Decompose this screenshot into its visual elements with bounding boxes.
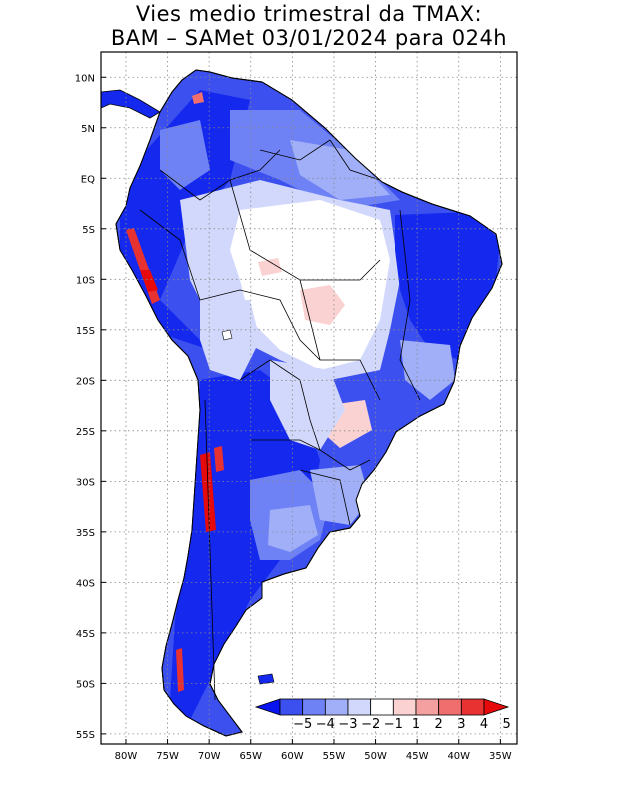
lat-label: 40S: [76, 578, 95, 589]
lat-label: 20S: [76, 376, 95, 387]
lon-label: 50W: [364, 751, 387, 762]
lon-label: 60W: [281, 751, 304, 762]
lon-label: 80W: [115, 751, 138, 762]
coastline: [115, 69, 503, 737]
colorbar-label: −1: [384, 717, 403, 732]
lake-titicaca: [221, 329, 233, 341]
patch-northeast-light: [400, 340, 455, 400]
grid-lines: [101, 52, 517, 744]
lon-label: 65W: [239, 751, 262, 762]
lat-label: 45S: [76, 629, 95, 640]
lon-label: 75W: [156, 751, 179, 762]
plot-frame: [100, 51, 518, 745]
lat-label: 30S: [76, 477, 95, 488]
colorbar-swatch: [324, 698, 349, 716]
colorbar-label: −5: [293, 717, 312, 732]
lat-label: 55S: [76, 730, 95, 741]
colorbar-swatch: [392, 698, 417, 716]
patch-colombia-light: [160, 120, 210, 190]
lon-label: 45W: [406, 751, 429, 762]
colorbar-swatch: [415, 698, 440, 716]
lat-label: 10S: [76, 275, 95, 286]
axis-ticks: [101, 76, 501, 744]
lat-axis-labels: 10N 5N EQ 5S 10S 15S 20S 25S 30S 35S 40S 45S 50S 55S: [75, 73, 95, 741]
colorbar-swatch: [370, 698, 394, 716]
colorbar-swatch: [347, 698, 372, 716]
lat-label: 35S: [76, 528, 95, 539]
colorbar-label: −2: [361, 717, 380, 732]
lat-label: 50S: [76, 679, 95, 690]
lat-label: 15S: [76, 326, 95, 337]
patch-patagonia-warm: [176, 648, 184, 692]
lat-label: 5N: [81, 124, 95, 135]
lon-label: 70W: [198, 751, 221, 762]
colorbar-swatch: [438, 698, 462, 716]
colorbar-swatch: [460, 698, 485, 716]
central-america: [100, 89, 161, 119]
patch-venezuela-warm: [192, 92, 204, 104]
lat-label: 5S: [82, 225, 95, 236]
patch-northeast-cold: [395, 212, 500, 360]
colorbar: −5 −4 −3 −2 −1 1 2 3 4 5: [254, 698, 511, 732]
falkland-islands: [257, 673, 275, 685]
patch-amazon-white: [230, 200, 390, 370]
lat-label: EQ: [81, 174, 95, 185]
bias-patches: [120, 90, 500, 720]
map-plot-area: 10N5NEQ5S10S15S20S25S30S35S40S45S50S55S …: [75, 51, 518, 762]
map-title: Vies medio trimestral da TMAX: BAM – SAM…: [0, 2, 618, 50]
patch-paraguay-white: [270, 360, 345, 450]
colorbar-high-arrow: [483, 698, 510, 716]
lon-label: 55W: [323, 751, 346, 762]
colorbar-label: 3: [457, 717, 465, 732]
colorbar-label: 1: [412, 717, 420, 732]
colorbar-label: 4: [480, 717, 488, 732]
colorbar-label: −4: [316, 717, 335, 732]
lon-axis-labels: 80W 75W 70W 65W 60W 55W 50W 45W 40W 35W: [115, 751, 512, 762]
lon-label: 40W: [447, 751, 470, 762]
patch-uruguay-light: [310, 465, 370, 525]
patch-guianas-light: [290, 140, 390, 200]
title-line-2: BAM – SAMet 03/01/2024 para 024h: [110, 26, 508, 50]
colorbar-label: 2: [435, 717, 443, 732]
lat-label: 10N: [75, 73, 95, 84]
patch-central-warm-2: [258, 258, 282, 276]
title-line-1: Vies medio trimestral da TMAX:: [135, 2, 483, 26]
patch-altiplano-light: [200, 300, 260, 380]
colorbar-swatch: [302, 698, 326, 716]
lon-label: 35W: [489, 751, 512, 762]
colorbar-label: −3: [338, 717, 357, 732]
colorbar-swatch: [279, 698, 304, 716]
lat-label: 25S: [76, 427, 95, 438]
patch-peru-warm-2: [140, 270, 158, 292]
patch-chile-warm-mid: [214, 446, 224, 472]
colorbar-label: 5: [503, 717, 511, 732]
patch-pampas-lighter: [268, 505, 318, 552]
country-borders: [139, 139, 421, 701]
